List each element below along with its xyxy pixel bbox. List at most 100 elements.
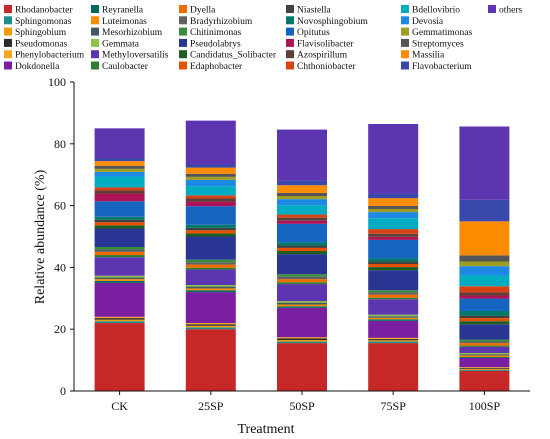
bar-segment-50sp-luteimonas [277, 304, 327, 307]
x-tick-label-25sp: 25SP [198, 399, 224, 413]
bar-segment-100sp-pseudomonas [459, 368, 510, 370]
bar-segment-25sp-bradyrhizobium [185, 262, 236, 265]
bar-segment-25sp-chthoniobacter [185, 195, 236, 199]
legend-label-bradyrhizobium: Bradyrhizobium [190, 17, 253, 27]
legend-label-chthoniobacter: Chthoniobacter [297, 62, 356, 72]
x-tick-label-50sp: 50SP [289, 399, 315, 413]
bar-segment-75sp-bdellovibrio [368, 218, 419, 230]
bar-segment-50sp-flavisolibacter [277, 220, 327, 224]
legend-swatch-sphingobium [4, 27, 12, 36]
bar-segment-50sp-edaphobacter [277, 247, 327, 252]
bar-segment-ck-opitutus [94, 201, 145, 217]
bar-segment-ck-bdellovibrio [94, 176, 145, 188]
bar-segment-75sp-opitutus [368, 239, 419, 259]
bar-segment-25sp-phenylobacterium [185, 323, 236, 325]
bar-segment-ck-flavobacterium [94, 158, 145, 162]
legend-label-opitutus: Opitutus [297, 28, 330, 38]
bar-segment-100sp-gemmata [459, 352, 510, 355]
bar-segment-ck-massilia [94, 161, 145, 166]
bar-segment-ck-bradyrhizobium [94, 249, 145, 252]
bar-segment-75sp-chitinimonas [368, 290, 419, 293]
bar-segment-100sp-devosia [459, 266, 510, 276]
legend-swatch-bradyrhizobium [179, 16, 187, 25]
bar-segment-25sp-chitinimonas [185, 259, 236, 263]
bar-segment-ck-candidatus-solibacter [94, 225, 145, 229]
legend-label-rhodanobacter: Rhodanobacter [15, 6, 73, 16]
legend-swatch-chthoniobacter [286, 61, 294, 70]
bar-segment-25sp-flavisolibacter [185, 201, 236, 207]
bar-segment-ck-dyella [94, 251, 145, 256]
bar-segment-25sp-caulobacter [185, 267, 236, 270]
x-ticks: CK 25SP 50SP 75SP 100SP [111, 391, 500, 413]
bar-segment-75sp-dokdonella [368, 320, 419, 338]
bar-segment-25sp-sphingomonas [185, 327, 236, 330]
legend-swatch-gemmata [91, 38, 99, 47]
bar-segment-50sp-methyloversatilis [277, 284, 327, 302]
bar-segment-75sp-massilia [368, 198, 419, 206]
bar-segment-ck-reyranella [94, 280, 145, 283]
y-ticks: 0 20 40 60 80 100 [48, 75, 74, 398]
legend-label-luteimonas: Luteimonas [102, 17, 147, 27]
bar-segment-50sp-azospirillum [277, 217, 327, 221]
bar-segment-ck-pseudomonas [94, 318, 145, 320]
bar-segment-75sp-chthoniobacter [368, 229, 419, 234]
bar-segment-75sp-sphingobium [368, 340, 419, 342]
bar-segment-ck-streptomyces [94, 165, 145, 169]
bar-segment-100sp-caulobacter [459, 345, 510, 347]
bar-segment-50sp-streptomyces [277, 192, 327, 197]
bar-segment-50sp-massilia [277, 185, 327, 193]
legend-swatch-novosphingobium [286, 16, 294, 25]
bar-segment-25sp-others [185, 120, 236, 165]
legend-label-edaphobacter: Edaphobacter [190, 62, 243, 72]
bar-segment-75sp-novosphingobium [368, 258, 419, 262]
legend-swatch-massilia [401, 50, 409, 59]
legend-label-methyloversatilis: Methyloversatilis [102, 51, 169, 61]
legend-swatch-azospirillum [286, 50, 294, 59]
bar-segment-50sp-gemmata [277, 301, 327, 303]
bar-segment-100sp-novosphingobium [459, 310, 510, 316]
bar-segment-50sp-dyella [277, 279, 327, 283]
bar-segment-100sp-gemmatimonas [459, 261, 510, 267]
bar-segment-100sp-luteimonas [459, 355, 510, 358]
bar-segment-100sp-azospirillum [459, 292, 510, 296]
bar-segment-25sp-dokdonella [185, 292, 236, 324]
bar-segment-25sp-opitutus [185, 206, 236, 225]
legend-label-devosia: Devosia [412, 17, 444, 27]
legend-label-chitinimonas: Chitinimonas [190, 28, 242, 38]
legend-label-flavobacterium: Flavobacterium [412, 62, 472, 72]
legend: RhodanobacterSphingomonasSphingobiumPseu… [4, 5, 523, 72]
bar-segment-50sp-flavobacterium [277, 180, 327, 186]
legend-swatch-streptomyces [401, 38, 409, 47]
legend-swatch-opitutus [286, 27, 294, 36]
legend-swatch-mesorhizobium [91, 27, 99, 36]
legend-label-candidatus-solibacter: Candidatus_Solibacter [190, 51, 277, 61]
bar-segment-75sp-gemmatimonas [368, 208, 419, 213]
bar-segment-100sp-rhodanobacter [459, 370, 510, 391]
bar-segment-100sp-phenylobacterium [459, 367, 510, 369]
bar-segment-25sp-devosia [185, 179, 236, 187]
legend-swatch-niastella [286, 5, 294, 13]
bar-segment-25sp-gemmatimonas [185, 176, 236, 180]
bar-segment-25sp-flavobacterium [185, 164, 236, 168]
y-axis-label: Relative abundance (%) [33, 169, 48, 304]
bar-segment-ck-gemmatimonas [94, 168, 145, 172]
bar-segment-50sp-novosphingobium [277, 242, 327, 246]
bar-segment-100sp-methyloversatilis [459, 346, 510, 353]
bar-segment-75sp-sphingomonas [368, 341, 419, 344]
legend-label-reyranella: Reyranella [102, 6, 144, 16]
bar-segment-ck-pseudolabrys [94, 228, 145, 248]
bar-segment-100sp-edaphobacter [459, 318, 510, 322]
bar-segment-25sp-gemmata [185, 285, 236, 287]
y-tick-label: 40 [54, 260, 66, 274]
legend-label-gemmatimonas: Gemmatimonas [412, 28, 472, 38]
bar-segment-25sp-streptomyces [185, 173, 236, 177]
bar-segment-100sp-others [459, 126, 510, 200]
bar-segment-25sp-massilia [185, 167, 236, 174]
bar-segment-25sp-niastella [185, 227, 236, 231]
legend-label-dyella: Dyella [190, 6, 216, 16]
bar-segment-ck-phenylobacterium [94, 316, 145, 319]
bar-segment-100sp-bdellovibrio [459, 275, 510, 287]
bar-segment-75sp-devosia [368, 212, 419, 219]
legend-swatch-dokdonella [4, 61, 12, 70]
